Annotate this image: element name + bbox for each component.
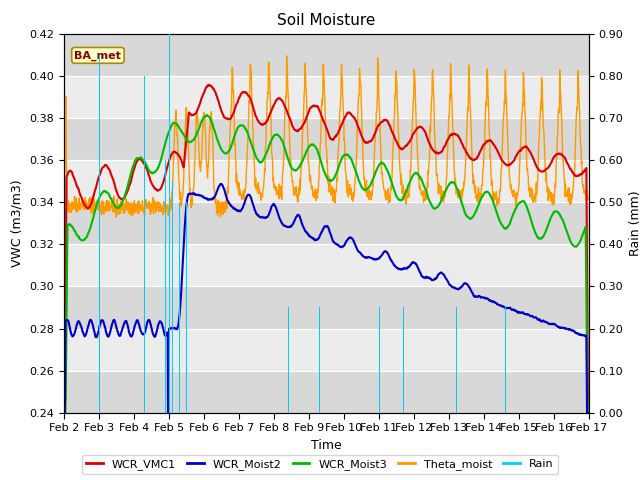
Bar <box>64 244 589 287</box>
Bar <box>64 371 589 413</box>
Text: BA_met: BA_met <box>74 50 122 60</box>
Bar <box>64 76 589 118</box>
Title: Soil Moisture: Soil Moisture <box>277 13 376 28</box>
Y-axis label: Rain (mm): Rain (mm) <box>629 191 640 256</box>
Bar <box>64 328 589 371</box>
Legend: WCR_VMC1, WCR_Moist2, WCR_Moist3, Theta_moist, Rain: WCR_VMC1, WCR_Moist2, WCR_Moist3, Theta_… <box>82 455 558 474</box>
Bar <box>64 160 589 202</box>
Bar <box>64 287 589 328</box>
Y-axis label: VWC (m3/m3): VWC (m3/m3) <box>11 180 24 267</box>
Bar <box>64 118 589 160</box>
Bar <box>64 202 589 244</box>
Bar <box>64 34 589 76</box>
X-axis label: Time: Time <box>311 439 342 452</box>
